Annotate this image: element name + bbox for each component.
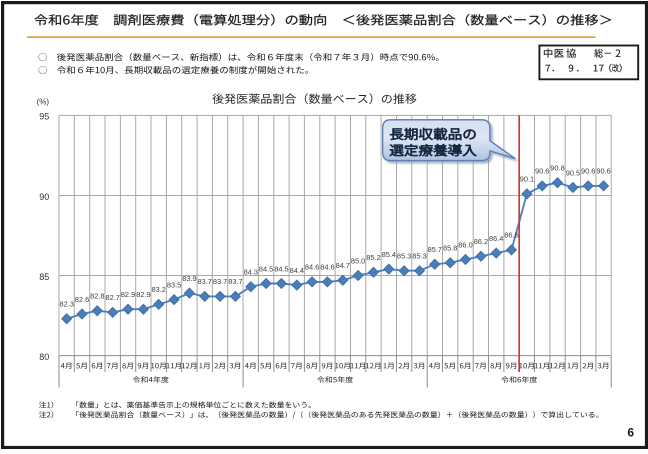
svg-text:82.7: 82.7 [106, 293, 120, 302]
svg-text:83.7: 83.7 [213, 277, 227, 286]
svg-text:84.5: 84.5 [274, 264, 288, 273]
svg-text:85.7: 85.7 [428, 245, 442, 254]
svg-text:83.7: 83.7 [198, 277, 212, 286]
svg-text:84.4: 84.4 [290, 266, 304, 275]
svg-text:86.0: 86.0 [458, 240, 472, 249]
svg-text:82.6: 82.6 [75, 295, 89, 304]
svg-text:84.5: 84.5 [259, 264, 273, 273]
svg-text:85: 85 [39, 272, 49, 282]
svg-text:(%): (%) [37, 97, 50, 106]
svg-text:83.7: 83.7 [228, 277, 242, 286]
svg-text:85.2: 85.2 [366, 253, 380, 262]
svg-text:90.5: 90.5 [566, 168, 580, 177]
svg-text:95: 95 [39, 112, 49, 122]
svg-text:82.3: 82.3 [60, 300, 74, 309]
svg-text:90.6: 90.6 [535, 167, 549, 176]
svg-text:85.8: 85.8 [443, 244, 457, 253]
svg-text:84.6: 84.6 [305, 263, 319, 272]
svg-text:86.2: 86.2 [474, 237, 488, 246]
svg-text:84.6: 84.6 [320, 263, 334, 272]
svg-text:90.6: 90.6 [581, 167, 595, 176]
svg-text:83.5: 83.5 [167, 280, 181, 289]
svg-text:6: 6 [627, 426, 634, 440]
svg-text:82.8: 82.8 [90, 292, 104, 301]
svg-text:82.9: 82.9 [121, 290, 135, 299]
svg-text:90.8: 90.8 [550, 164, 564, 173]
svg-text:85.0: 85.0 [351, 256, 365, 265]
svg-text:86.6: 86.6 [504, 231, 518, 240]
svg-text:84.7: 84.7 [336, 261, 350, 270]
svg-text:82.9: 82.9 [136, 290, 150, 299]
svg-text:80: 80 [39, 352, 49, 362]
svg-text:85.4: 85.4 [382, 250, 396, 259]
svg-text:85.3: 85.3 [412, 252, 426, 261]
svg-text:90.1: 90.1 [520, 175, 534, 184]
svg-text:83.2: 83.2 [152, 285, 166, 294]
svg-text:85.3: 85.3 [397, 252, 411, 261]
svg-text:84.3: 84.3 [244, 268, 258, 277]
svg-text:83.9: 83.9 [182, 274, 196, 283]
svg-text:90: 90 [39, 192, 49, 202]
svg-text:86.4: 86.4 [489, 234, 503, 243]
svg-text:90.6: 90.6 [596, 167, 610, 176]
